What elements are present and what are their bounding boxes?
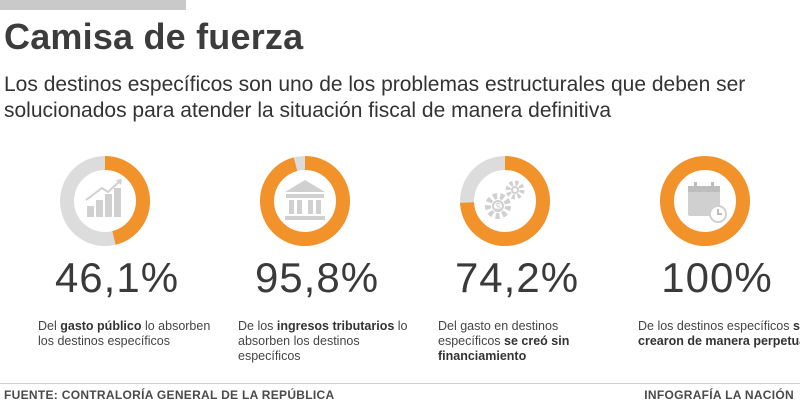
- top-accent-bar: [0, 0, 186, 10]
- donut-arc: [60, 156, 150, 246]
- stat-description: Del gasto público lo absorben los destin…: [38, 319, 211, 348]
- svg-text:$: $: [495, 202, 501, 213]
- footer-divider: [0, 383, 800, 384]
- bar-chart-icon: [85, 179, 122, 217]
- infographic-credit: INFOGRAFÍA LA NACIÓN: [644, 388, 794, 402]
- stat-value: 46,1%: [54, 254, 180, 301]
- donut-chart: [260, 156, 350, 246]
- stat-description: Del gasto en destinos específicos se cre…: [438, 319, 570, 363]
- donut-chart: $: [460, 156, 550, 246]
- stat-description: De los destinos específicos se crearon d…: [638, 319, 800, 348]
- stat-value: 95,8%: [254, 254, 380, 301]
- bank-building-icon: [285, 180, 325, 220]
- source-credit: FUENTE: CONTRALORÍA GENERAL DE LA REPÚBL…: [4, 388, 335, 402]
- donut-chart: [660, 156, 750, 246]
- stat-value: 74,2%: [454, 254, 580, 301]
- calendar-clock-icon: [688, 182, 727, 223]
- donut-arc: [460, 156, 550, 246]
- stat-description: De los ingresos tributarios lo absorben …: [238, 319, 408, 363]
- page-title: Camisa de fuerza: [4, 16, 304, 57]
- page-subtitle: Los destinos específicos son uno de los …: [4, 73, 746, 122]
- gears-icon: $: [485, 180, 525, 219]
- donut-arc: [660, 156, 750, 246]
- stat-value: 100%: [661, 254, 773, 301]
- donut-chart: [60, 156, 150, 246]
- donut-arc: [260, 156, 350, 246]
